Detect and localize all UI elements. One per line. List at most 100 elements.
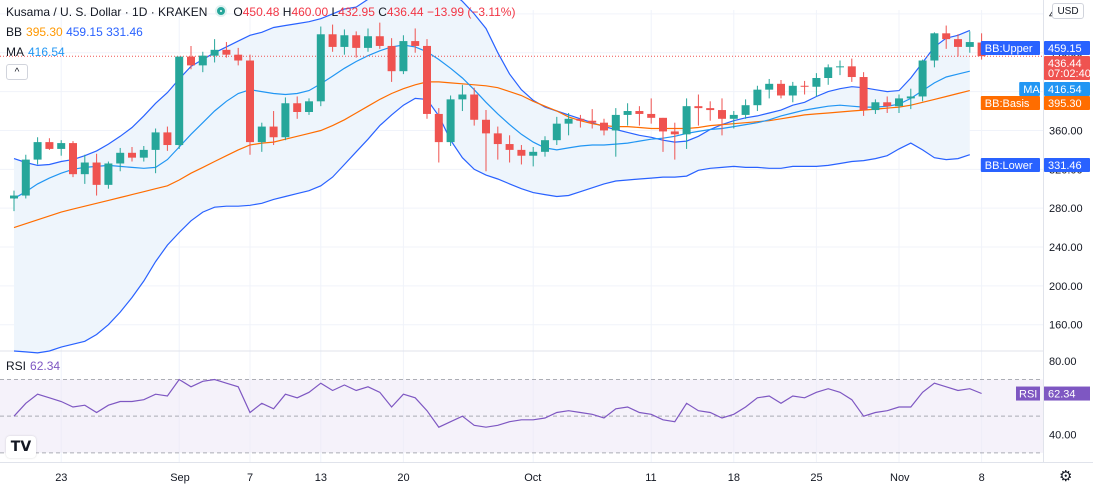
change-value: −13.99 (−3.11%) (426, 5, 516, 19)
candle-body[interactable] (470, 94, 479, 120)
candle-body[interactable] (635, 111, 644, 114)
candle-body[interactable] (104, 163, 113, 185)
ma-legend[interactable]: MA 416.54 (6, 44, 65, 60)
candle-body[interactable] (611, 114, 620, 131)
series-name-tag (980, 96, 1040, 110)
candle-body[interactable] (883, 102, 892, 107)
candle-body[interactable] (741, 105, 750, 115)
candle-body[interactable] (552, 123, 561, 141)
candle-body[interactable] (753, 89, 762, 106)
candle-body[interactable] (92, 162, 101, 185)
candle-body[interactable] (139, 149, 148, 158)
candle-body[interactable] (541, 140, 549, 152)
candle-body[interactable] (364, 36, 372, 48)
candle-body[interactable] (340, 35, 349, 47)
candle-body[interactable] (777, 83, 785, 96)
candle-body[interactable] (399, 41, 408, 72)
price-tag-value: 459.15 (1048, 43, 1082, 55)
candle-body[interactable] (718, 110, 726, 119)
candle-body[interactable] (21, 159, 30, 196)
candle-body[interactable] (647, 113, 656, 118)
candle-body[interactable] (482, 119, 490, 134)
candle-body[interactable] (293, 103, 302, 112)
candle-body[interactable] (694, 106, 703, 109)
candle-body[interactable] (33, 142, 42, 160)
candle-body[interactable] (434, 113, 443, 143)
low-value: 432.95 (338, 5, 375, 19)
bb-upper-line (13, 0, 971, 167)
candle-body[interactable] (588, 120, 597, 123)
candle-body[interactable] (965, 42, 974, 47)
candle-body[interactable] (765, 83, 774, 90)
candle-body[interactable] (458, 94, 467, 100)
candle-body[interactable] (163, 132, 172, 146)
candle-body[interactable] (824, 67, 833, 78)
candle-body[interactable] (269, 126, 278, 138)
candle-body[interactable] (670, 131, 679, 135)
candle-body[interactable] (600, 122, 608, 131)
candle-body[interactable] (493, 133, 502, 145)
candle-body[interactable] (116, 152, 125, 164)
rsi-legend[interactable]: RSI 62.34 (6, 358, 60, 374)
currency-button[interactable]: USD (1052, 3, 1084, 19)
candle-body[interactable] (954, 39, 962, 47)
candle-body[interactable] (918, 60, 927, 97)
market-status-icon (215, 5, 228, 17)
candle-body[interactable] (375, 36, 384, 46)
candle-body[interactable] (10, 195, 18, 199)
candle-body[interactable] (871, 102, 880, 111)
candle-body[interactable] (800, 85, 809, 87)
candle-body[interactable] (234, 54, 243, 61)
candle-body[interactable] (45, 142, 54, 149)
price-tag-value: 395.30 (1048, 98, 1082, 110)
series-name-tag-label: MA (1023, 84, 1040, 96)
candle-body[interactable] (847, 66, 856, 78)
candle-body[interactable] (729, 114, 738, 119)
candle-body[interactable] (305, 101, 313, 112)
bb-legend[interactable]: BB 395.30 459.15 331.46 (6, 24, 143, 40)
candle-body[interactable] (564, 118, 573, 124)
candle-body[interactable] (387, 45, 396, 72)
candle-body[interactable] (411, 41, 420, 46)
candle-body[interactable] (942, 33, 951, 40)
candle-body[interactable] (316, 34, 325, 102)
candle-body[interactable] (210, 49, 219, 56)
time-tick-label: 13 (315, 472, 327, 484)
candle-body[interactable] (187, 56, 195, 66)
candle-body[interactable] (659, 117, 667, 132)
candle-body[interactable] (175, 56, 184, 146)
candle-body[interactable] (529, 151, 538, 156)
candle-body[interactable] (328, 34, 337, 47)
candle-body[interactable] (257, 126, 266, 143)
candle-body[interactable] (198, 55, 207, 66)
candle-body[interactable] (895, 98, 903, 107)
price-tag (1044, 82, 1090, 96)
settings-gear-icon[interactable]: ⚙ (1059, 468, 1073, 485)
candle-body[interactable] (836, 66, 844, 68)
candle-body[interactable] (57, 143, 66, 149)
rsi-name-tag-label: RSI (1019, 389, 1037, 401)
candle-body[interactable] (576, 118, 585, 121)
candle-body[interactable] (246, 60, 254, 143)
candle-body[interactable] (859, 77, 868, 111)
candle-body[interactable] (623, 111, 632, 115)
candle-body[interactable] (69, 143, 77, 175)
candle-body[interactable] (446, 99, 455, 143)
candle-body[interactable] (682, 106, 691, 135)
candle-body[interactable] (281, 103, 290, 138)
candle-body[interactable] (128, 152, 136, 158)
candle-body[interactable] (706, 108, 715, 111)
collapse-legend-button[interactable]: ^ (6, 64, 28, 80)
candle-body[interactable] (222, 49, 231, 55)
candle-body[interactable] (505, 144, 514, 150)
candle-body[interactable] (151, 132, 160, 150)
candle-body[interactable] (930, 33, 939, 61)
candle-body[interactable] (906, 96, 915, 99)
candle-body[interactable] (812, 78, 821, 87)
candle-body[interactable] (80, 162, 89, 175)
candle-body[interactable] (423, 45, 431, 114)
candle-body[interactable] (788, 85, 797, 96)
candle-body[interactable] (517, 149, 526, 156)
candle-body[interactable] (352, 35, 361, 48)
